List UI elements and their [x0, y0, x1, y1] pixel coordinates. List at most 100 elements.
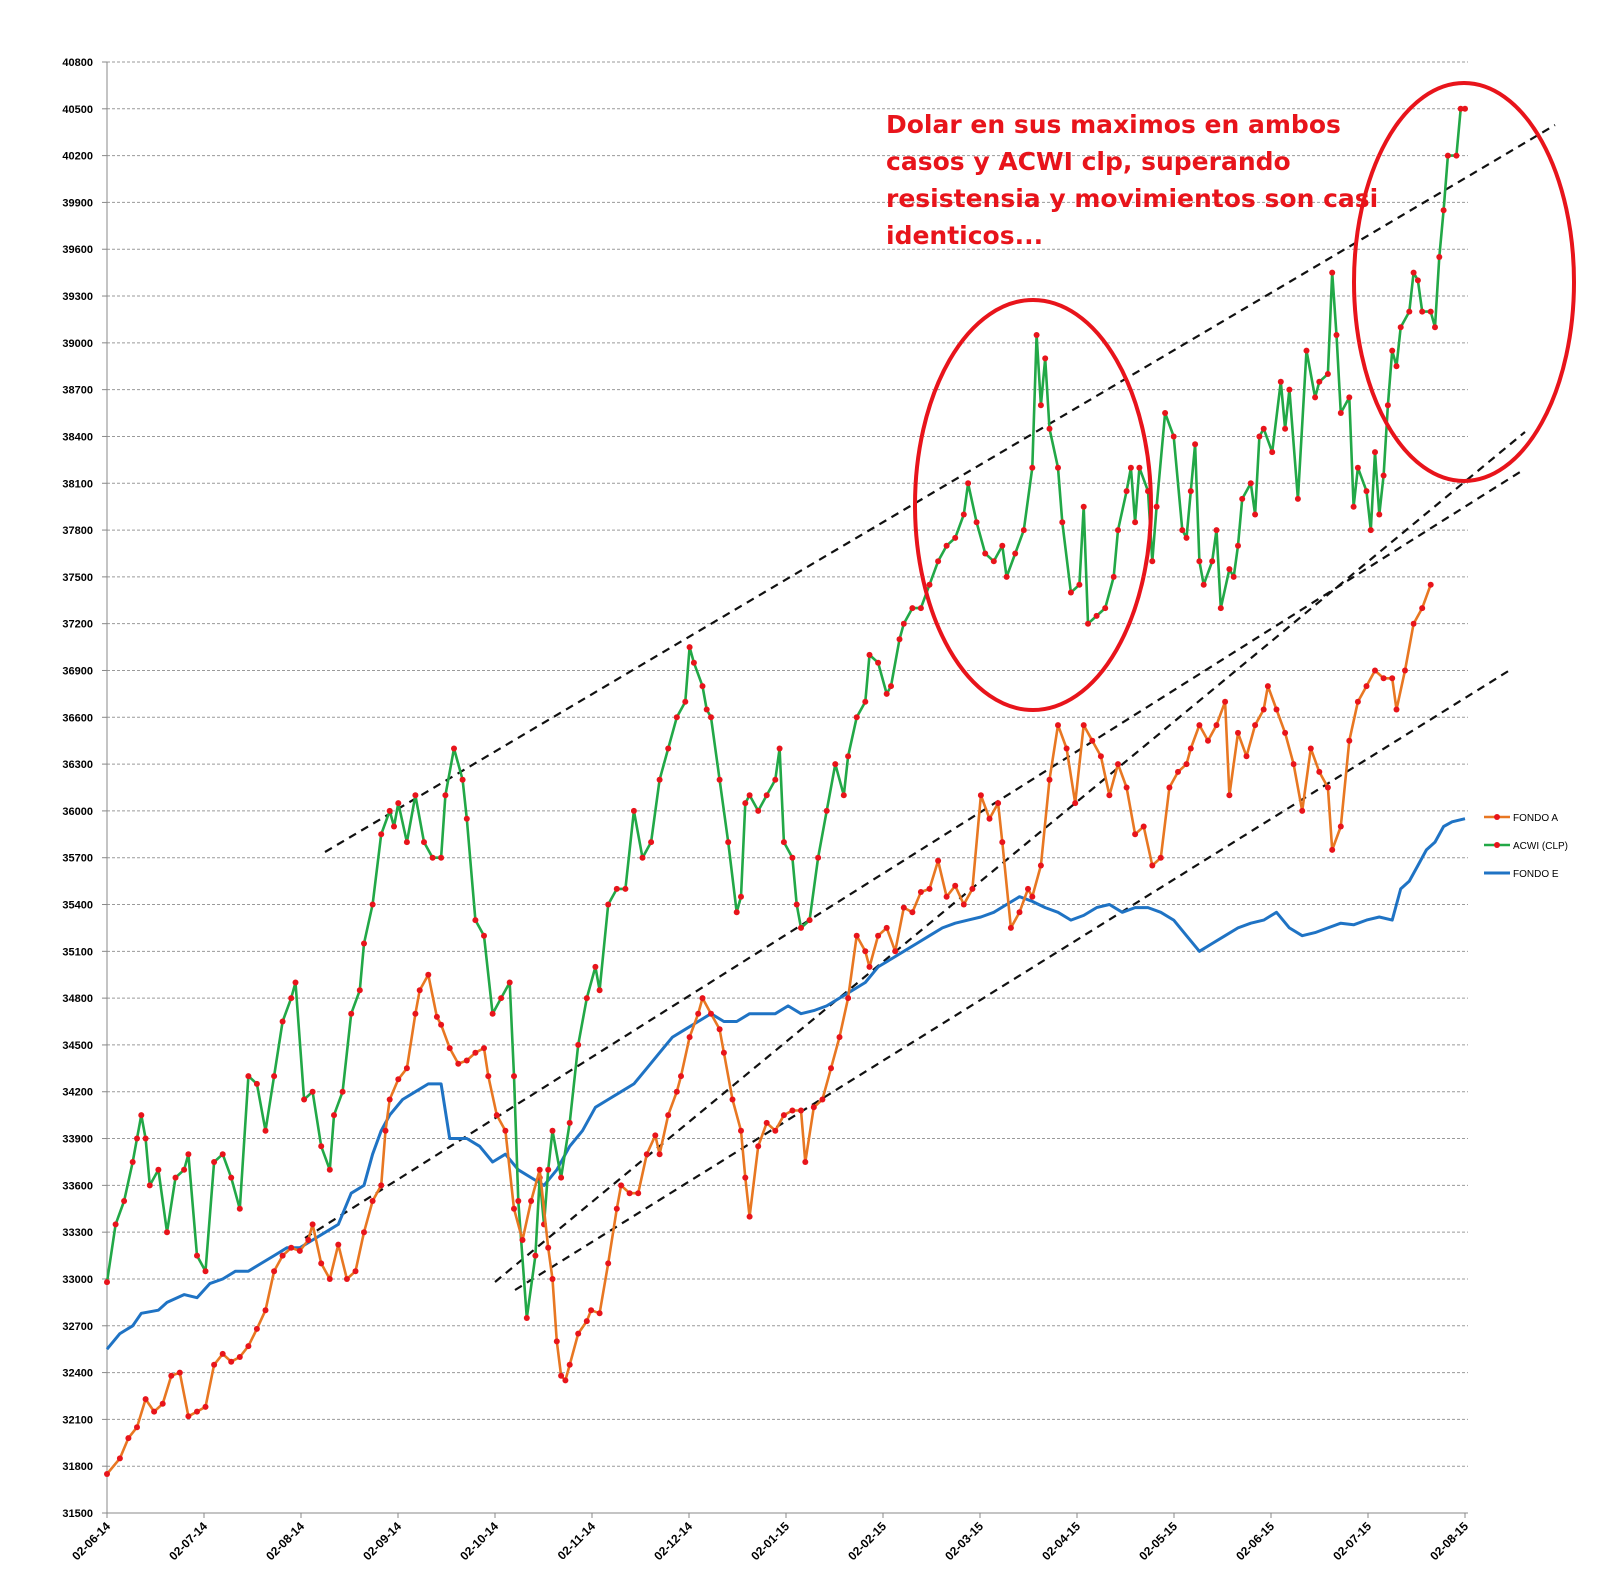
- data-point: [772, 776, 779, 783]
- data-point: [1037, 862, 1044, 869]
- data-point: [1427, 581, 1434, 588]
- y-tick-label: 36600: [62, 712, 93, 724]
- data-point: [789, 854, 796, 861]
- data-point: [935, 857, 942, 864]
- y-tick-label: 35700: [62, 853, 93, 865]
- data-point: [780, 1112, 787, 1119]
- data-point: [1269, 449, 1276, 456]
- highlight-circle-mid: [913, 298, 1153, 712]
- y-tick-label: 32700: [62, 1321, 93, 1333]
- x-tick-label: 02-12-14: [651, 1519, 695, 1563]
- data-point: [1222, 698, 1229, 705]
- data-point: [875, 659, 882, 666]
- data-point: [386, 1096, 393, 1103]
- data-point: [1235, 542, 1241, 549]
- data-point: [506, 979, 513, 986]
- data-point: [1226, 792, 1233, 799]
- data-point: [1440, 207, 1447, 214]
- data-point: [168, 1372, 175, 1379]
- data-point: [1127, 464, 1134, 471]
- data-point: [138, 1112, 145, 1119]
- data-point: [798, 1107, 804, 1114]
- data-point: [1372, 667, 1378, 674]
- data-point: [828, 1065, 834, 1072]
- data-point: [1316, 378, 1323, 385]
- data-point: [185, 1151, 192, 1158]
- data-point: [472, 917, 479, 924]
- data-point: [622, 885, 629, 892]
- legend-item-fondo-e: FONDO E: [1484, 869, 1559, 880]
- data-point: [738, 1127, 744, 1134]
- data-point: [562, 1377, 569, 1384]
- y-tick-label: 33300: [62, 1227, 93, 1239]
- data-point: [917, 889, 924, 895]
- data-point: [279, 1018, 286, 1025]
- y-tick-label: 34200: [62, 1087, 93, 1099]
- data-point: [1106, 792, 1113, 799]
- data-point: [245, 1073, 252, 1080]
- legend-item-fondo-a: FONDO A: [1484, 813, 1558, 824]
- data-point: [1260, 425, 1267, 432]
- data-point: [142, 1396, 149, 1403]
- data-point: [1089, 737, 1096, 744]
- x-tick-label: 02-02-15: [845, 1519, 889, 1563]
- data-point: [1226, 566, 1233, 573]
- data-point: [935, 558, 942, 565]
- data-point: [451, 745, 457, 752]
- highlight-circle-right: [1352, 81, 1576, 483]
- data-point: [202, 1268, 209, 1275]
- data-point: [1093, 612, 1100, 619]
- data-point: [271, 1073, 278, 1080]
- data-point: [853, 932, 860, 939]
- data-point: [613, 1205, 620, 1212]
- data-point: [952, 882, 959, 889]
- data-point: [926, 581, 933, 588]
- data-point: [742, 1174, 749, 1181]
- data-point: [695, 1010, 702, 1017]
- data-point: [866, 963, 873, 970]
- data-point: [1393, 363, 1400, 370]
- y-tick-label: 39300: [62, 291, 93, 303]
- data-point: [716, 776, 723, 783]
- data-point: [318, 1143, 325, 1150]
- data-point: [1055, 722, 1061, 729]
- y-tick-label: 35100: [62, 946, 93, 958]
- data-point: [219, 1350, 226, 1357]
- data-point: [1299, 807, 1306, 814]
- data-point: [412, 1010, 419, 1017]
- data-point: [1213, 527, 1220, 534]
- data-point: [1303, 347, 1310, 354]
- data-point: [596, 1310, 603, 1317]
- data-point: [301, 1096, 308, 1103]
- data-point: [583, 995, 590, 1002]
- x-tick-label: 02-09-14: [360, 1519, 404, 1563]
- data-point: [1080, 722, 1087, 729]
- data-point: [1316, 768, 1323, 775]
- data-point: [678, 1073, 684, 1080]
- data-point: [403, 839, 410, 846]
- y-tick-label: 36900: [62, 665, 93, 677]
- data-point: [755, 1143, 762, 1150]
- x-tick-label: 02-06-15: [1233, 1519, 1277, 1563]
- data-point: [1414, 277, 1421, 284]
- data-point: [1329, 846, 1336, 853]
- data-point: [378, 1182, 385, 1189]
- x-tick-label: 02-03-15: [942, 1519, 986, 1563]
- data-point: [125, 1435, 132, 1442]
- x-tick-label: 02-07-14: [166, 1519, 210, 1563]
- data-point: [1329, 269, 1336, 276]
- data-point: [862, 698, 869, 705]
- data-point: [1217, 605, 1224, 612]
- y-tick-label: 40800: [62, 57, 93, 69]
- data-point: [665, 1112, 672, 1119]
- data-point: [1110, 573, 1117, 580]
- data-point: [1063, 745, 1070, 752]
- data-point: [1462, 105, 1468, 112]
- data-point: [960, 901, 967, 908]
- data-point: [802, 1159, 809, 1165]
- data-point: [1183, 761, 1190, 768]
- data-point: [977, 792, 984, 799]
- data-point: [566, 1361, 573, 1368]
- data-point: [558, 1174, 565, 1181]
- data-point: [643, 1151, 650, 1158]
